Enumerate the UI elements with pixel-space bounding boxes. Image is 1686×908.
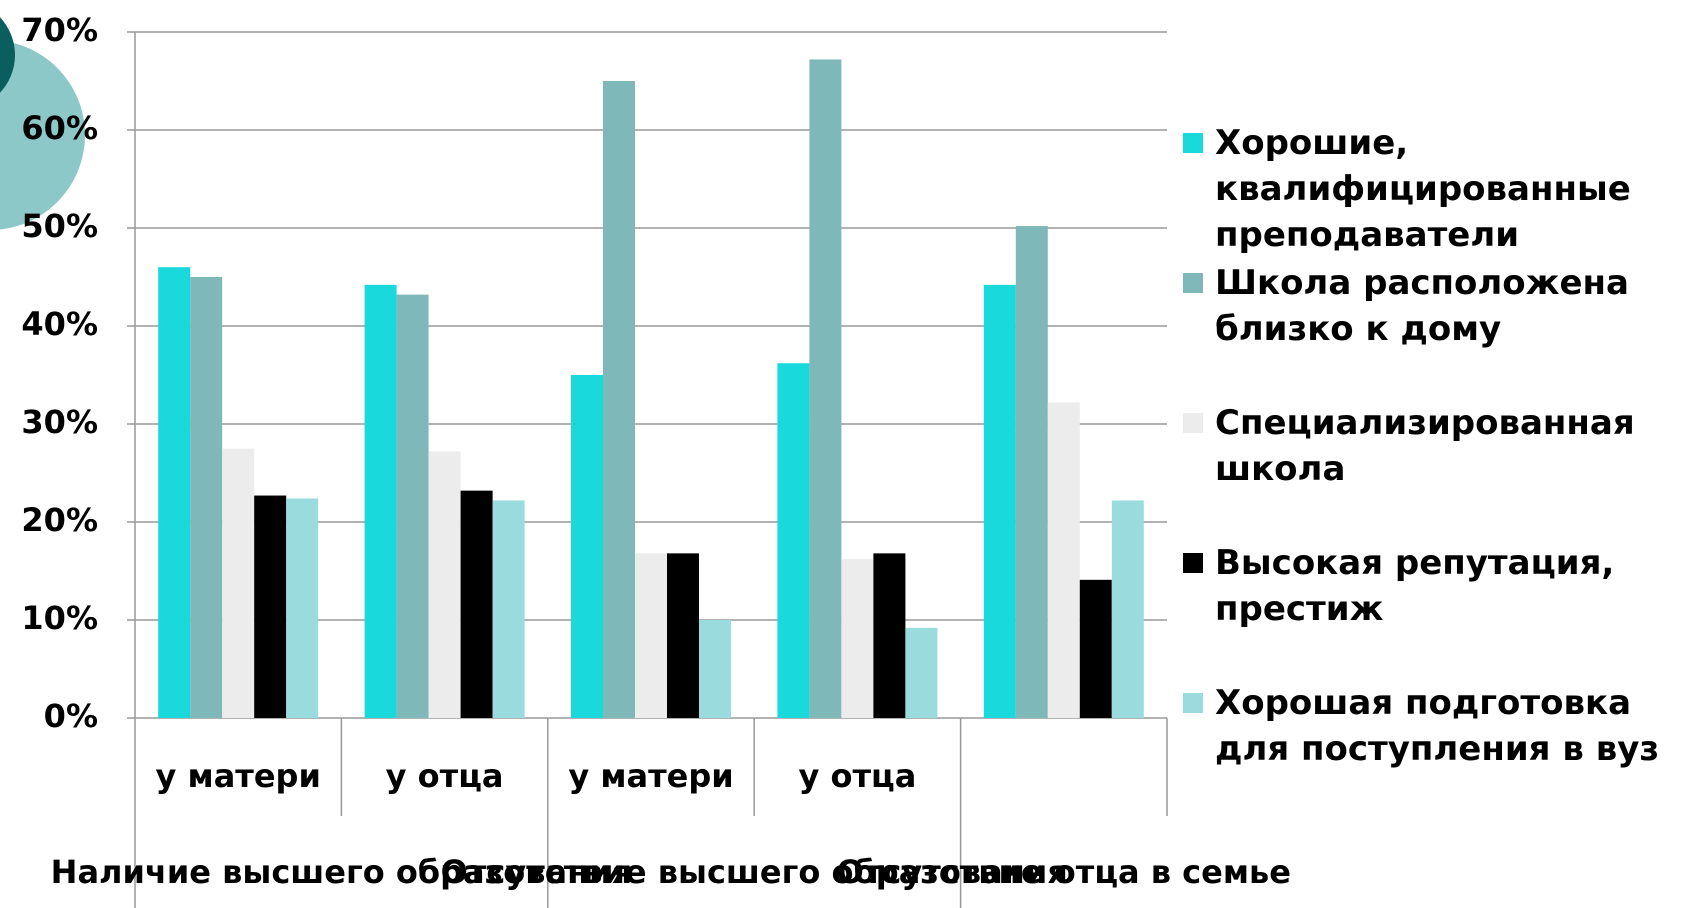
bar [460,490,493,718]
bar [667,553,699,718]
bar [841,559,874,718]
legend-entry: Школа расположена близко к дому [1183,260,1675,352]
legend-entry: Высокая репутация, престиж [1183,540,1675,632]
x-tick-label: у отца [798,757,916,795]
legend-entry: Хорошая подготовка для поступления в вуз [1183,680,1675,772]
legend-entry: Специализированная школа [1183,400,1675,492]
y-tick-label: 30% [21,403,98,441]
bar [1079,579,1112,718]
bar [396,294,429,718]
group-label: Отсутствие высшего образования [441,853,1068,891]
bar [603,81,635,718]
y-tick-label: 60% [21,109,98,147]
y-tick-label: 40% [21,305,98,343]
bar [1015,226,1048,719]
legend-label: Школа расположена близко к дому [1215,263,1629,349]
bar [905,627,938,718]
bar [635,553,667,718]
bar [254,495,287,718]
legend-label: Хорошие, квалифицированные преподаватели [1215,123,1631,255]
y-tick-label: 70% [21,11,98,49]
x-tick-label: у матери [568,757,733,795]
bar [286,498,319,718]
legend-entry: Хорошие, квалифицированные преподаватели [1183,120,1675,258]
bar [492,500,525,718]
bar [364,284,397,718]
bar [873,553,906,718]
bar [983,284,1016,718]
bar [222,448,255,718]
legend-swatch [1183,273,1203,293]
group-label: Отсутствие отца в семье [837,853,1291,891]
legend-swatch [1183,413,1203,433]
group-label: Наличие высшего образования [51,853,632,891]
legend-label: Специализированная школа [1215,403,1635,489]
bar [699,620,731,718]
bar [809,59,842,718]
bar [1111,500,1144,718]
x-tick-label: у отца [386,757,504,795]
y-tick-label: 0% [44,697,98,735]
y-tick-label: 10% [21,599,98,637]
bar [190,277,223,718]
legend-label: Высокая репутация, престиж [1215,543,1615,629]
bar [1047,402,1080,718]
decor-circle [0,40,85,230]
bar [777,363,810,718]
decor-circle [0,17,15,93]
x-tick-label: у матери [156,757,321,795]
bar [571,375,603,718]
legend-swatch [1183,553,1203,573]
bar [428,451,461,718]
y-tick-label: 50% [21,207,98,245]
legend-label: Хорошая подготовка для поступления в вуз [1215,683,1660,769]
bar [158,267,191,718]
y-tick-label: 20% [21,501,98,539]
legend-swatch [1183,133,1203,153]
legend-swatch [1183,693,1203,713]
